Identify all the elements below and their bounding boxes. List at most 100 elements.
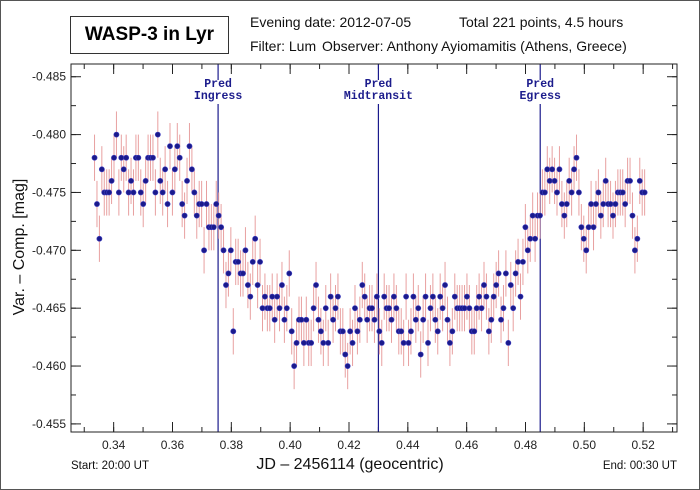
pred-label: Pred bbox=[526, 78, 554, 91]
data-point bbox=[327, 293, 334, 300]
data-point bbox=[527, 235, 534, 242]
data-point bbox=[405, 339, 412, 346]
x-tick-label: 0.52 bbox=[631, 438, 655, 452]
data-point bbox=[325, 339, 332, 346]
data-point bbox=[288, 328, 295, 335]
data-point bbox=[524, 247, 531, 254]
end-time: End: 00:30 UT bbox=[602, 460, 677, 472]
data-point bbox=[429, 293, 436, 300]
data-point bbox=[612, 201, 619, 207]
pred-label: Egress bbox=[519, 90, 561, 103]
data-point bbox=[600, 201, 607, 207]
chart-title: WASP-3 in Lyr bbox=[70, 16, 229, 54]
x-tick-label: 0.44 bbox=[396, 438, 420, 452]
data-point bbox=[408, 328, 414, 335]
data-point bbox=[464, 293, 470, 300]
data-point bbox=[154, 131, 161, 138]
pred-label: Midtransit bbox=[344, 90, 413, 103]
data-point bbox=[415, 305, 422, 312]
data-point bbox=[549, 166, 556, 173]
data-point bbox=[568, 189, 575, 196]
data-point bbox=[108, 177, 115, 184]
data-point bbox=[471, 328, 478, 335]
data-point bbox=[502, 270, 509, 277]
data-point bbox=[186, 143, 193, 150]
data-point bbox=[91, 154, 98, 161]
data-point bbox=[198, 201, 205, 207]
data-point bbox=[274, 293, 280, 300]
data-point bbox=[576, 189, 582, 196]
data-point bbox=[427, 305, 434, 312]
data-point bbox=[257, 258, 263, 265]
data-point bbox=[483, 293, 490, 300]
data-point bbox=[641, 189, 648, 196]
data-point bbox=[315, 316, 322, 323]
data-point bbox=[262, 293, 268, 300]
data-point bbox=[507, 282, 514, 288]
data-point bbox=[400, 339, 407, 346]
data-point bbox=[310, 305, 317, 312]
x-tick-label: 0.46 bbox=[455, 438, 479, 452]
data-point bbox=[532, 235, 539, 242]
data-point bbox=[308, 339, 315, 346]
data-point bbox=[259, 305, 266, 312]
data-point bbox=[636, 177, 643, 184]
start-time: Start: 20:00 UT bbox=[71, 460, 149, 472]
data-point bbox=[563, 201, 570, 207]
data-point bbox=[247, 293, 254, 300]
x-tick-label: 0.48 bbox=[514, 438, 538, 452]
data-point bbox=[512, 270, 519, 277]
data-point bbox=[184, 177, 190, 184]
data-point bbox=[356, 316, 363, 323]
data-point bbox=[432, 316, 439, 323]
data-point bbox=[505, 339, 512, 346]
data-point bbox=[412, 316, 419, 323]
data-point bbox=[619, 189, 626, 196]
data-point bbox=[354, 328, 361, 335]
data-point bbox=[313, 282, 319, 288]
data-point bbox=[128, 177, 134, 184]
data-point bbox=[266, 305, 273, 312]
data-points bbox=[91, 131, 648, 369]
evening-date: Evening date: 2012-07-05 bbox=[250, 14, 412, 30]
data-point bbox=[610, 212, 616, 219]
data-point bbox=[349, 339, 356, 346]
data-point bbox=[130, 189, 137, 196]
data-point bbox=[583, 247, 590, 254]
data-point bbox=[558, 201, 565, 207]
data-point bbox=[174, 143, 181, 150]
data-point bbox=[447, 339, 453, 346]
data-point bbox=[125, 189, 132, 196]
data-point bbox=[544, 166, 551, 173]
data-point bbox=[240, 270, 246, 277]
data-point bbox=[371, 316, 378, 323]
data-point bbox=[215, 212, 222, 219]
data-point bbox=[159, 189, 166, 196]
y-tick-label: -0.485 bbox=[32, 70, 66, 84]
data-point bbox=[488, 316, 495, 323]
data-point bbox=[551, 177, 558, 184]
data-point bbox=[478, 305, 485, 312]
data-point bbox=[439, 305, 446, 312]
y-tick-label: -0.465 bbox=[32, 301, 66, 315]
data-point bbox=[632, 247, 638, 254]
data-point bbox=[629, 212, 636, 219]
data-point bbox=[223, 282, 229, 288]
data-point bbox=[150, 154, 156, 161]
error-bars bbox=[94, 111, 646, 390]
data-point bbox=[403, 293, 409, 300]
data-point bbox=[252, 235, 259, 242]
filter-info: Filter: Lum bbox=[250, 38, 317, 54]
data-point bbox=[330, 316, 336, 323]
data-point bbox=[113, 131, 120, 138]
data-point bbox=[157, 177, 164, 184]
data-point bbox=[449, 328, 456, 335]
data-point bbox=[359, 282, 366, 288]
y-tick-label: -0.480 bbox=[32, 128, 66, 142]
data-point bbox=[123, 154, 130, 161]
data-point bbox=[422, 293, 429, 300]
data-point bbox=[249, 258, 256, 265]
data-point bbox=[152, 189, 159, 196]
data-point bbox=[556, 166, 563, 173]
pred-label: Ingress bbox=[194, 90, 242, 103]
